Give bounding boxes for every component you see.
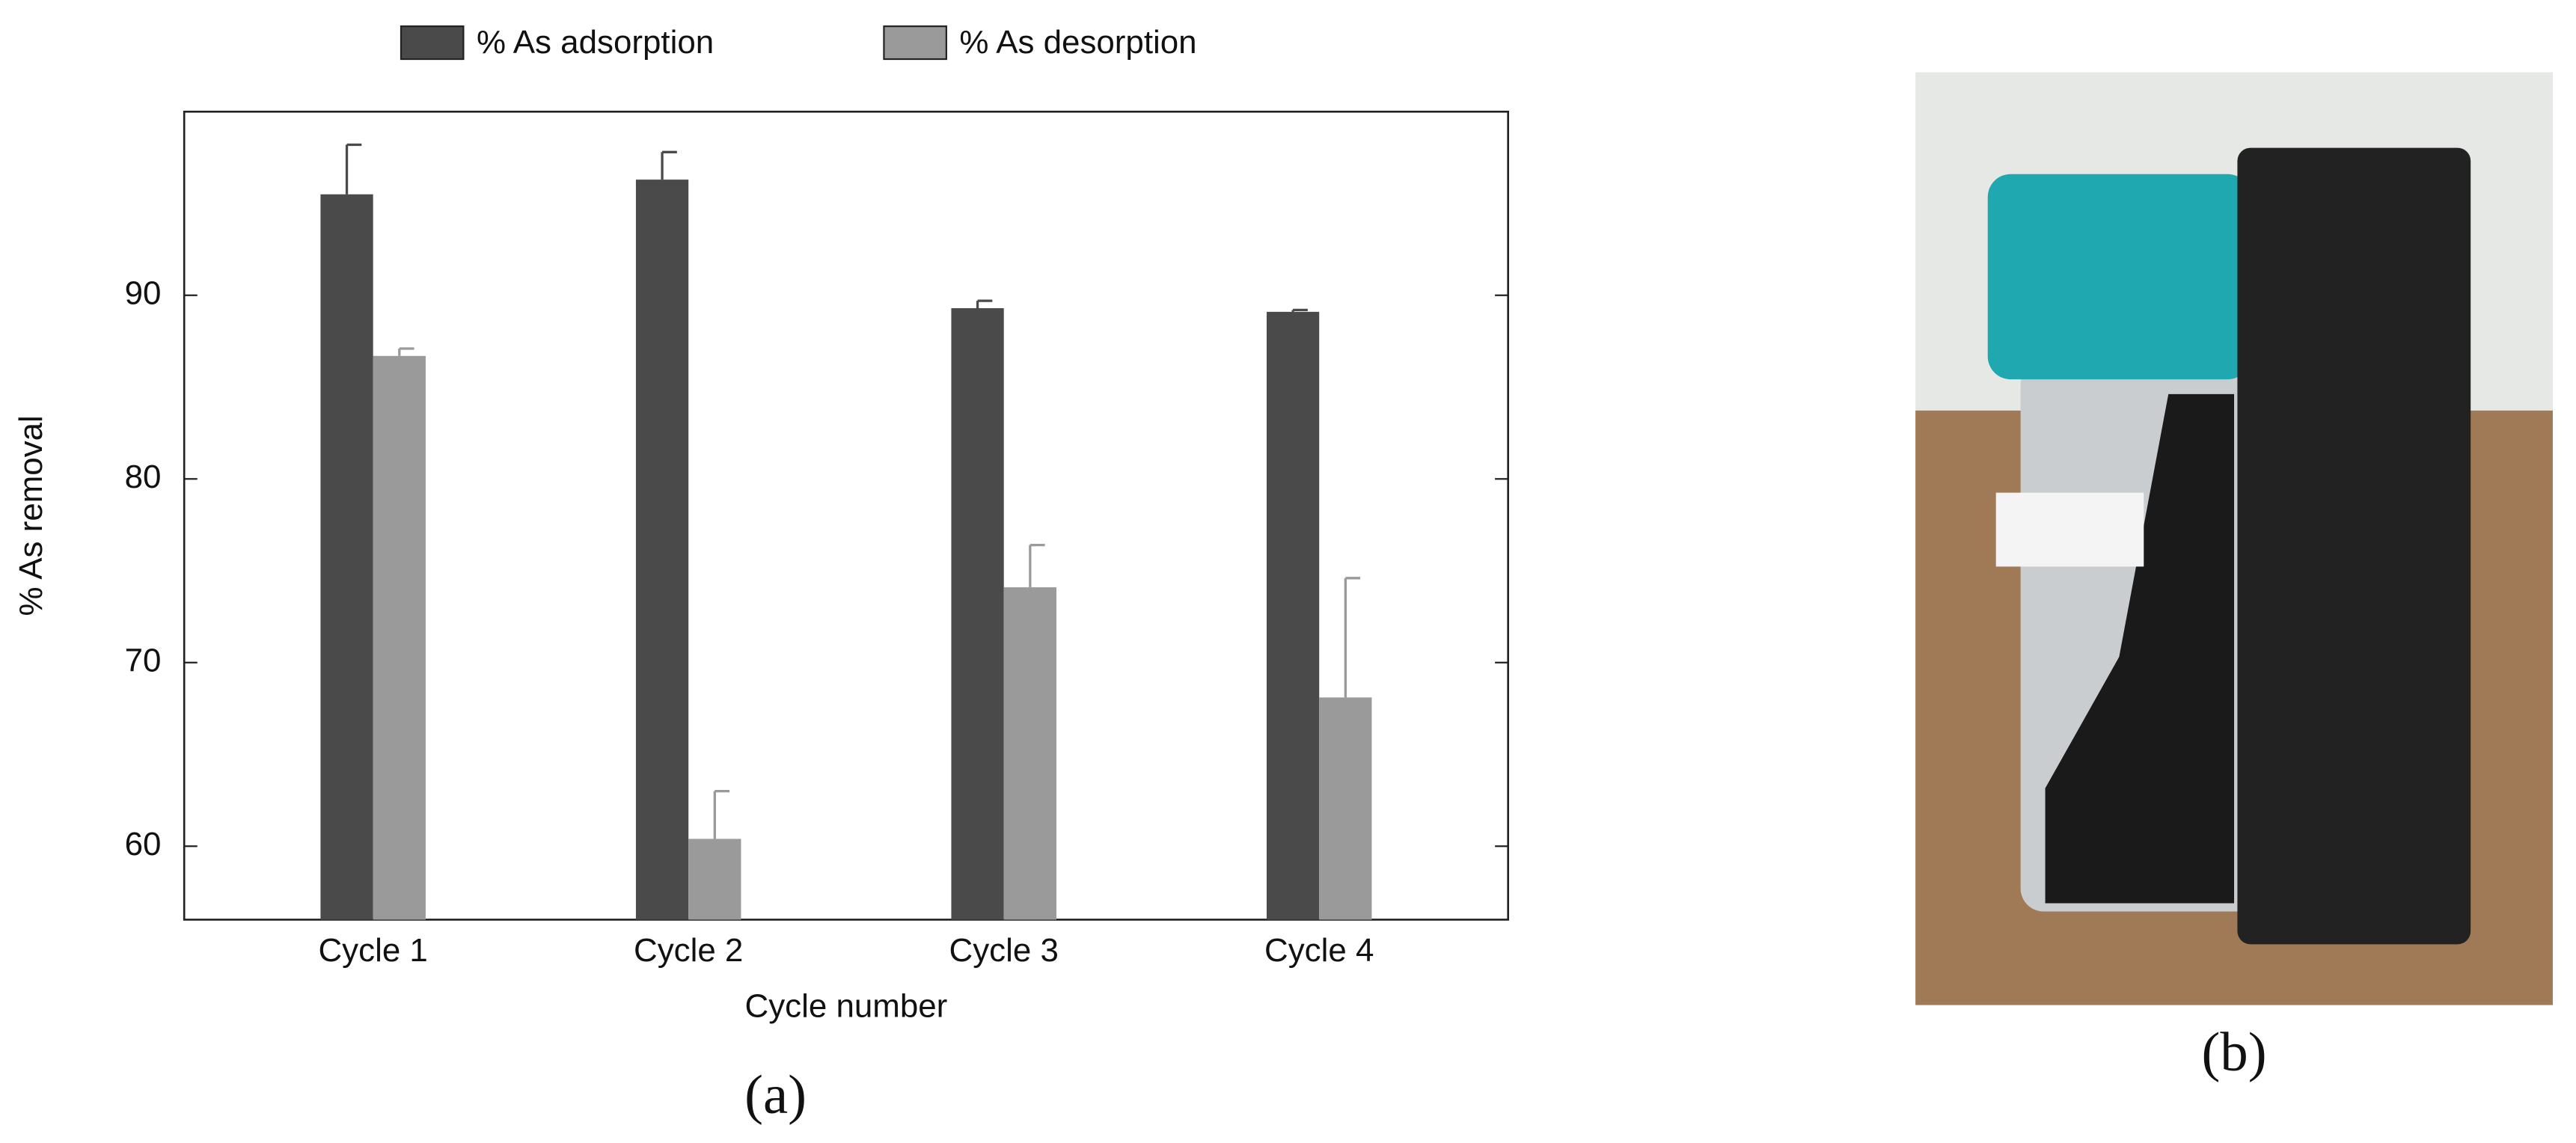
y-tick-label: 70	[125, 642, 162, 678]
error-bar	[713, 789, 730, 839]
x-tick-label: Cycle 1	[318, 932, 427, 969]
bar	[951, 307, 1004, 920]
bar	[1003, 587, 1056, 920]
error-bar	[976, 299, 993, 308]
x-tick-label: Cycle 3	[949, 932, 1059, 969]
x-tick-label: Cycle 2	[634, 932, 743, 969]
legend-label: % As adsorption	[477, 24, 714, 61]
photo	[1915, 72, 2553, 1005]
y-tick-label: 80	[125, 459, 162, 495]
bar	[1266, 311, 1320, 920]
error-bar	[661, 150, 677, 180]
bar	[688, 839, 741, 920]
bar	[635, 180, 689, 920]
error-bar	[1291, 308, 1308, 312]
y-axis-label: % As removal	[13, 415, 49, 616]
error-bar	[1029, 543, 1045, 588]
error-bar	[1344, 577, 1361, 698]
plot-frame	[183, 110, 1510, 921]
legend-label: % As desorption	[959, 24, 1196, 61]
panel-label: (a)	[744, 1064, 807, 1126]
x-tick-label: Cycle 4	[1264, 932, 1374, 969]
bar	[373, 355, 426, 920]
y-tick-label: 90	[125, 275, 162, 311]
bar	[320, 194, 373, 920]
legend-swatch	[400, 25, 465, 61]
x-axis-label: Cycle number	[745, 988, 948, 1025]
panel-label: (b)	[2202, 1021, 2267, 1083]
error-bar	[345, 143, 362, 194]
y-tick-label: 60	[125, 826, 162, 862]
error-bar	[398, 347, 414, 356]
bar	[1319, 697, 1372, 920]
legend-swatch	[883, 25, 947, 61]
